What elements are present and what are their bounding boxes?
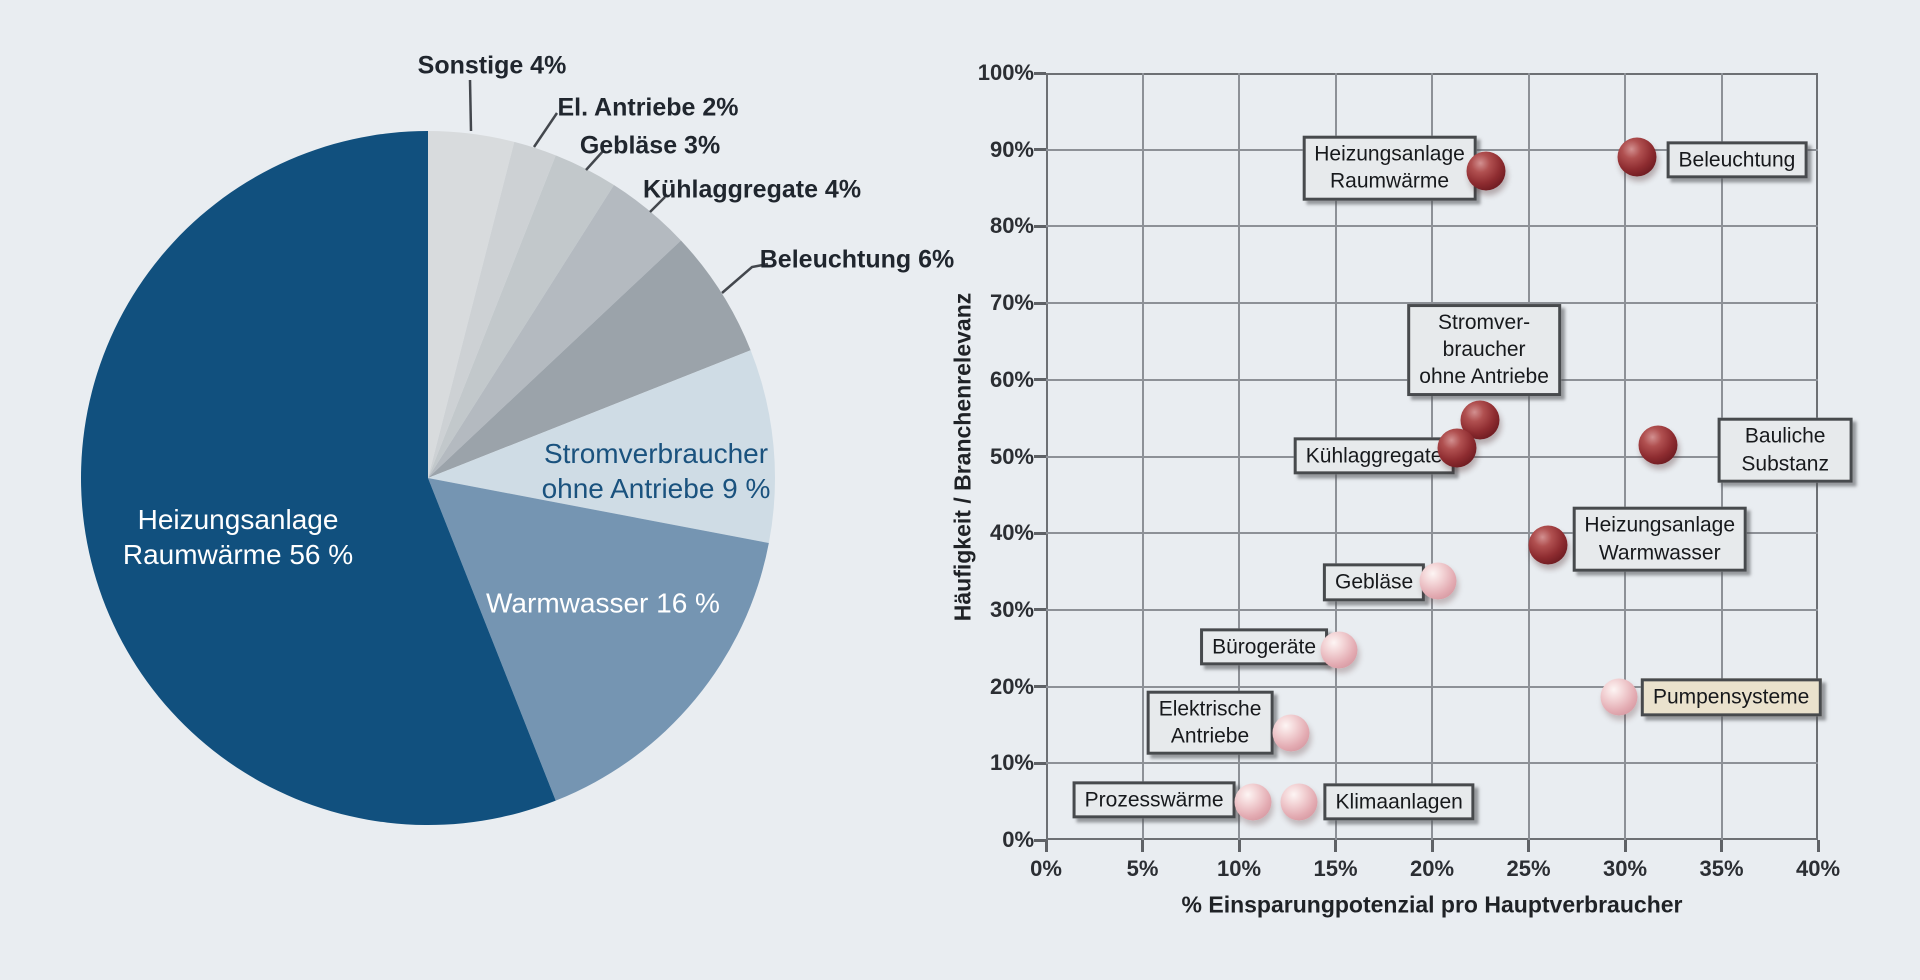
y-tick-60 <box>1034 378 1046 382</box>
scatter-point-kuhlaggregate <box>1437 428 1477 468</box>
y-tick-20 <box>1034 685 1046 689</box>
x-tick-10 <box>1237 840 1241 852</box>
scatter-label-heizungsanlage-raumwarme: Heizungsanlage Raumwärme <box>1302 135 1477 201</box>
y-tick-50 <box>1034 455 1046 458</box>
x-tick-15 <box>1334 840 1337 852</box>
scatter-point-heizungsanlage-raumwarme <box>1466 151 1506 191</box>
pie-callout-el-antriebe-2: El. Antriebe 2% <box>557 93 739 122</box>
y-tick-10 <box>1034 761 1046 765</box>
scatter-label-klimaanlagen: Klimaanlagen <box>1323 782 1475 821</box>
y-tick-label-40: 40% <box>989 520 1034 546</box>
x-tick-label-10: 10% <box>1216 856 1262 881</box>
y-tick-70 <box>1034 301 1046 305</box>
pie-leader-line-el-antriebe-2 <box>532 112 559 148</box>
x-tick-25 <box>1527 840 1530 852</box>
y-tick-label-100: 100% <box>977 60 1034 85</box>
x-tick-30 <box>1623 840 1627 852</box>
pie-callout-kuhlaggregate-4: Kühlaggregate 4% <box>642 175 862 204</box>
y-tick-40 <box>1034 531 1046 535</box>
y-tick-label-50: 50% <box>989 443 1034 469</box>
pie-callout-beleuchtung-6: Beleuchtung 6% <box>759 245 955 274</box>
pie-slice-warmwasser <box>428 478 769 801</box>
y-tick-80 <box>1034 224 1046 228</box>
scatter-label-bauliche-substanz: Bauliche Substanz <box>1717 418 1853 483</box>
pie-slice-el-antriebe <box>428 141 556 478</box>
pie-inner-label-heizungsanlage: Heizungsanlage Raumwärme 56 % <box>122 504 354 570</box>
pie-slice-geblase <box>428 155 614 478</box>
pie-leader-line-beleuchtung-6 <box>721 262 769 294</box>
pie-slice-kuhlaggregate <box>428 185 681 479</box>
pie-inner-label-stromverbraucher: Stromverbraucher ohne Antriebe 9 % <box>541 438 771 504</box>
scatter-label-heizungsanlage-warmwasser: Heizungsanlage Warmwasser <box>1572 507 1748 572</box>
x-tick-label-5: 5% <box>1126 856 1159 881</box>
pie-slice-heizungsanlage-raumwarme <box>80 131 556 825</box>
gridline-y-30 <box>1046 608 1818 611</box>
pie-leader-line-kuhlaggregate-4 <box>649 196 666 213</box>
x-tick-35 <box>1720 840 1723 852</box>
gridline-y-70 <box>1046 302 1818 305</box>
pie-slice-stromverbraucher-ohne-antriebe <box>428 350 775 544</box>
scatter-point-pumpensysteme <box>1600 678 1638 716</box>
gridline-y-40 <box>1046 532 1818 535</box>
y-tick-label-60: 60% <box>989 366 1034 392</box>
y-tick-label-30: 30% <box>989 596 1034 622</box>
gridline-y-10 <box>1046 762 1818 765</box>
x-tick-label-15: 15% <box>1313 856 1358 881</box>
scatter-label-burogerate: Bürogeräte <box>1200 628 1329 666</box>
scatter-point-bauliche-substanz <box>1638 425 1678 465</box>
scatter-point-geblase <box>1419 562 1457 600</box>
y-tick-label-70: 70% <box>989 290 1034 316</box>
scatter-label-pumpensysteme: Pumpensysteme <box>1640 678 1822 716</box>
gridline-y-20 <box>1046 685 1818 688</box>
scatter-x-axis-title: % Einsparungpotenzial pro Hauptverbrauch… <box>1181 891 1683 918</box>
pie-leader-line-geblase-3 <box>585 149 605 171</box>
pie-callout-geblase-3: Gebläse 3% <box>579 131 721 160</box>
scatter-point-klimaanlagen <box>1280 783 1318 821</box>
pie-svg <box>80 79 775 825</box>
scatter-point-beleuchtung <box>1617 137 1657 177</box>
x-tick-5 <box>1141 840 1144 852</box>
scatter-point-burogerate <box>1320 631 1358 669</box>
scatter-label-elektrische-antriebe: Elektrische Antriebe <box>1146 690 1274 755</box>
pie-slice-beleuchtung <box>428 240 751 478</box>
x-tick-label-35: 35% <box>1699 856 1744 881</box>
pie-leader-line-sonstige-4 <box>468 79 473 132</box>
x-tick-40 <box>1816 840 1820 852</box>
x-tick-label-25: 25% <box>1506 856 1551 881</box>
y-tick-100 <box>1034 71 1046 75</box>
y-tick-label-80: 80% <box>989 213 1034 239</box>
pie-inner-label-warmwasser-16: Warmwasser 16 % <box>486 587 720 619</box>
y-tick-label-0: 0% <box>1002 827 1034 852</box>
x-tick-label-20: 20% <box>1409 856 1455 881</box>
x-tick-20 <box>1430 840 1434 852</box>
scatter-label-prozesswarme: Prozesswärme <box>1072 781 1236 819</box>
pie-callout-sonstige-4: Sonstige 4% <box>417 51 567 80</box>
x-tick-label-0: 0% <box>1030 856 1062 881</box>
scatter-label-geblase: Gebläse <box>1322 563 1426 601</box>
x-tick-label-40: 40% <box>1795 856 1841 881</box>
y-tick-label-10: 10% <box>989 750 1034 776</box>
y-tick-90 <box>1034 148 1046 152</box>
gridline-y-80 <box>1046 225 1818 228</box>
scatter-label-stromverbraucher-ohne-antriebe: Stromver- braucher ohne Antriebe <box>1407 303 1561 396</box>
scatter-point-heizungsanlage-warmwasser <box>1528 525 1568 565</box>
scatter-point-elektrische-antriebe <box>1272 714 1310 752</box>
y-tick-label-20: 20% <box>989 673 1034 699</box>
scatter-point-prozesswarme <box>1234 783 1271 821</box>
y-tick-0 <box>1034 838 1046 842</box>
pie-slice-sonstige <box>428 131 515 478</box>
y-tick-label-90: 90% <box>989 136 1034 162</box>
x-tick-0 <box>1044 840 1048 852</box>
scatter-label-beleuchtung: Beleuchtung <box>1666 141 1808 179</box>
scatter-label-kuhlaggregate: Kühlaggregate <box>1293 437 1455 475</box>
x-tick-label-30: 30% <box>1602 856 1648 881</box>
y-tick-30 <box>1034 608 1046 612</box>
